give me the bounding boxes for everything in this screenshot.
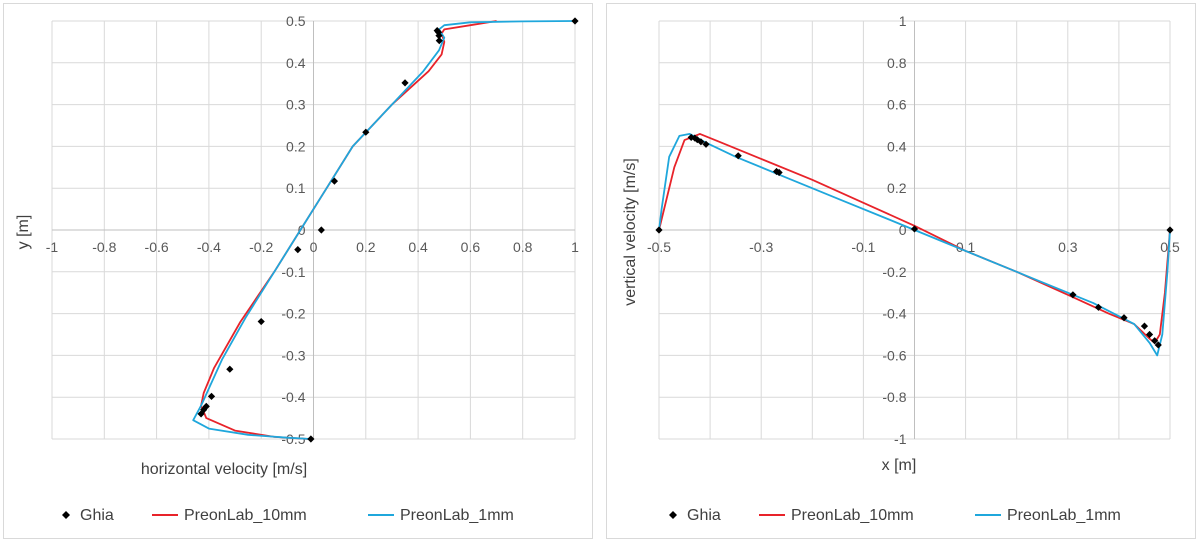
data-point-ghia [655,226,663,234]
data-point-ghia [1140,322,1149,330]
data-point-ghia [1069,291,1077,299]
legend-entry-preonlab-1mm: PreonLab_1mm [975,507,1121,524]
y-tick-label: 0.3 [286,97,306,113]
data-point-ghia [207,392,216,400]
legend-label: Ghia [687,507,721,524]
y-tick-label: -1 [894,431,907,447]
data-point-ghia [307,435,315,443]
x-tick-label: -0.4 [197,239,221,255]
data-point-ghia [197,410,205,418]
chart-vertical-velocity: -0.5 -0.3 -0.1 0.1 0.3 0.5 -1 -0.8 -0.6 -0.4 -0.2 0… [622,13,1180,524]
legend-label: PreonLab_10mm [184,507,307,524]
x-tick-label: 1 [571,239,579,255]
legend-label: PreonLab_1mm [400,507,514,524]
data-point-ghia [435,32,443,40]
x-tick-label: -0.3 [749,239,773,255]
x-tick-label: 0.8 [513,239,533,255]
y-tick-label: 0 [298,222,306,238]
x-axis-title: horizontal velocity [m/s] [141,461,307,478]
y-tick-label: -0.4 [882,306,906,322]
y-tick-label: 0.4 [887,138,907,154]
data-point-ghia [1145,330,1154,339]
data-point-ghia [1094,303,1103,311]
data-point-ghia [435,37,443,45]
x-tick-label: 0.5 [1160,239,1180,255]
y-tick-label: 0.6 [887,97,907,113]
x-tick-label: 0.2 [356,239,376,255]
data-point-ghia [434,28,443,36]
y-tick-label: -0.8 [882,389,906,405]
y-tick-label: 0.2 [887,180,907,196]
data-point-ghia [1151,337,1159,345]
data-point-ghia [362,128,370,136]
x-tick-label: -0.6 [145,239,169,255]
y-tick-label: 0.8 [887,55,907,71]
legend-entry-preonlab-10mm: PreonLab_10mm [152,507,307,524]
data-point-ghia [1166,226,1174,234]
y-tick-label: 0.4 [286,55,306,71]
legend-label: PreonLab_10mm [791,507,914,524]
y-tick-label: -0.5 [281,431,305,447]
x-tick-label: -0.5 [647,239,671,255]
x-tick-label: -0.8 [92,239,116,255]
data-point-ghia [257,317,265,326]
y-tick-label: 0.2 [286,138,306,154]
data-point-ghia [910,225,919,233]
legend-entry-preonlab-1mm: PreonLab_1mm [368,507,514,524]
legend-label: Ghia [80,507,114,524]
data-point-ghia [571,17,579,25]
x-tick-label: -1 [46,239,59,255]
x-tick-label: -0.2 [249,239,273,255]
data-point-ghia [330,177,339,185]
legend-entry-ghia: Ghia [669,507,721,524]
y-tick-label: -0.2 [882,264,906,280]
legend-label: PreonLab_1mm [1007,507,1121,524]
x-tick-label: 0 [310,239,318,255]
legend-entry-preonlab-10mm: PreonLab_10mm [759,507,914,524]
legend-marker [62,511,70,519]
y-tick-label: 1 [899,13,907,29]
y-tick-label: 0.1 [286,180,306,196]
x-tick-label: -0.1 [851,239,875,255]
data-point-ghia [401,79,409,87]
data-point-ghia [317,226,325,234]
data-point-ghia [1154,341,1162,349]
data-point-ghia [226,365,234,373]
x-tick-label: 0.4 [408,239,428,255]
series-line-preonlab-1mm [192,20,576,440]
y-tick-label: -0.2 [281,306,305,322]
data-point-ghia [1120,314,1128,322]
x-tick-label: 0.6 [461,239,481,255]
y-tick-label: 0.5 [286,13,306,29]
x-axis-title: x [m] [882,457,917,474]
data-point-ghia [200,406,208,414]
legend-entry-ghia: Ghia [62,507,114,524]
y-axis-title: vertical velocity [m/s] [622,158,639,306]
chart-horizontal-velocity: -1 -0.8 -0.6 -0.4 -0.2 0 0.2 0.4 0.6 0.8 1 -0.5 -0.4… [15,13,579,524]
x-tick-label: 0.3 [1058,239,1078,255]
y-tick-label: -0.6 [882,347,906,363]
chart-panel-vertical-velocity: -0.5 -0.3 -0.1 0.1 0.3 0.5 -1 -0.8 -0.6 -0.4 -0.2 0… [606,3,1196,539]
x-tick-label: 0.1 [956,239,976,255]
y-tick-label: -0.1 [281,264,305,280]
chart-panel-horizontal-velocity: -1 -0.8 -0.6 -0.4 -0.2 0 0.2 0.4 0.6 0.8 1 -0.5 -0.4… [3,3,593,539]
y-tick-label: -0.4 [281,389,305,405]
y-axis-title: y [m] [15,215,32,250]
legend-marker [669,511,677,519]
y-tick-label: 0 [899,222,907,238]
y-tick-label: -0.3 [281,347,305,363]
data-point-ghia [294,246,302,254]
